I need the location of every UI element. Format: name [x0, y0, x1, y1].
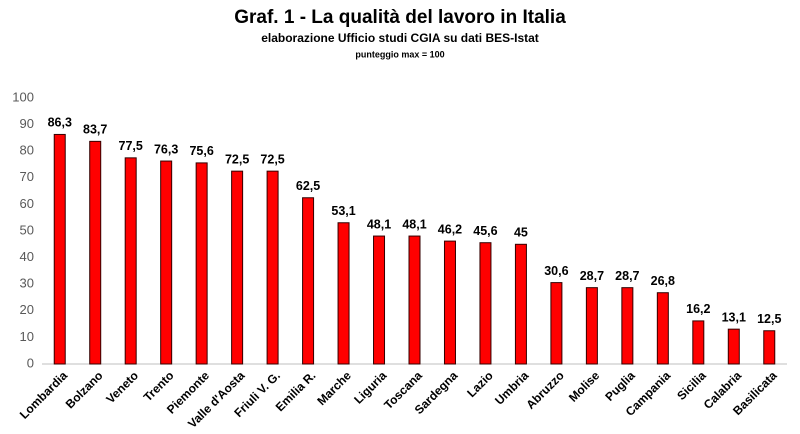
value-label: 72,5	[225, 152, 249, 166]
value-label: 83,7	[83, 123, 107, 137]
value-label: 28,7	[615, 269, 639, 283]
bar	[408, 235, 421, 365]
value-label: 86,3	[48, 116, 72, 130]
bar	[763, 330, 776, 365]
y-tick-label: 90	[20, 116, 34, 131]
bar	[656, 292, 669, 365]
value-label: 48,1	[402, 217, 426, 231]
value-label: 16,2	[686, 302, 710, 316]
x-tick-label: Abruzzo	[523, 368, 566, 411]
bar	[160, 160, 173, 365]
y-tick-label: 20	[20, 302, 34, 317]
bar	[53, 133, 66, 365]
y-tick-label: 50	[20, 222, 34, 237]
value-label: 62,5	[296, 179, 320, 193]
bar	[621, 287, 634, 365]
y-tick-label: 100	[12, 89, 34, 104]
chart-subtitle: elaborazione Ufficio studi CGIA su dati …	[261, 31, 539, 45]
value-label: 77,5	[119, 139, 143, 153]
value-label: 45	[514, 226, 528, 240]
bar	[266, 170, 279, 365]
value-label: 12,5	[757, 312, 781, 326]
y-tick-label: 40	[20, 249, 34, 264]
bar	[337, 222, 350, 365]
bar	[692, 320, 705, 365]
value-label: 30,6	[544, 264, 568, 278]
bar	[514, 243, 527, 365]
x-tick-label: Lombardia	[17, 368, 71, 422]
value-label: 53,1	[331, 204, 355, 218]
y-tick-label: 70	[20, 169, 34, 184]
value-label: 28,7	[580, 269, 604, 283]
chart-title: Graf. 1 - La qualità del lavoro in Itali…	[234, 7, 566, 28]
value-label: 76,3	[154, 142, 178, 156]
value-label: 48,1	[367, 217, 391, 231]
value-label: 46,2	[438, 222, 462, 236]
bar	[373, 235, 386, 365]
bar	[124, 157, 137, 365]
value-label: 75,6	[189, 144, 213, 158]
bar	[443, 240, 456, 365]
value-label: 72,5	[260, 152, 284, 166]
bar	[231, 170, 244, 365]
x-tick-label: Molise	[566, 368, 603, 405]
y-tick-label: 30	[20, 276, 34, 291]
x-tick-label: Lazio	[464, 368, 496, 400]
y-tick-label: 0	[27, 355, 34, 370]
bar	[89, 140, 102, 365]
y-tick-label: 80	[20, 143, 34, 158]
bar	[195, 162, 208, 365]
bar	[550, 282, 563, 365]
bar	[302, 197, 315, 365]
value-label: 26,8	[651, 274, 675, 288]
x-tick-label: Veneto	[103, 368, 141, 406]
y-tick-label: 60	[20, 196, 34, 211]
x-tick-label: Marche	[314, 368, 354, 408]
bar	[727, 328, 740, 365]
x-tick-label: Bolzano	[63, 368, 106, 411]
chart-note: punteggio max = 100	[355, 49, 444, 59]
value-label: 13,1	[722, 310, 746, 324]
bar	[585, 287, 598, 365]
bar	[479, 242, 492, 365]
value-label: 45,6	[473, 224, 497, 238]
y-tick-label: 10	[20, 329, 34, 344]
